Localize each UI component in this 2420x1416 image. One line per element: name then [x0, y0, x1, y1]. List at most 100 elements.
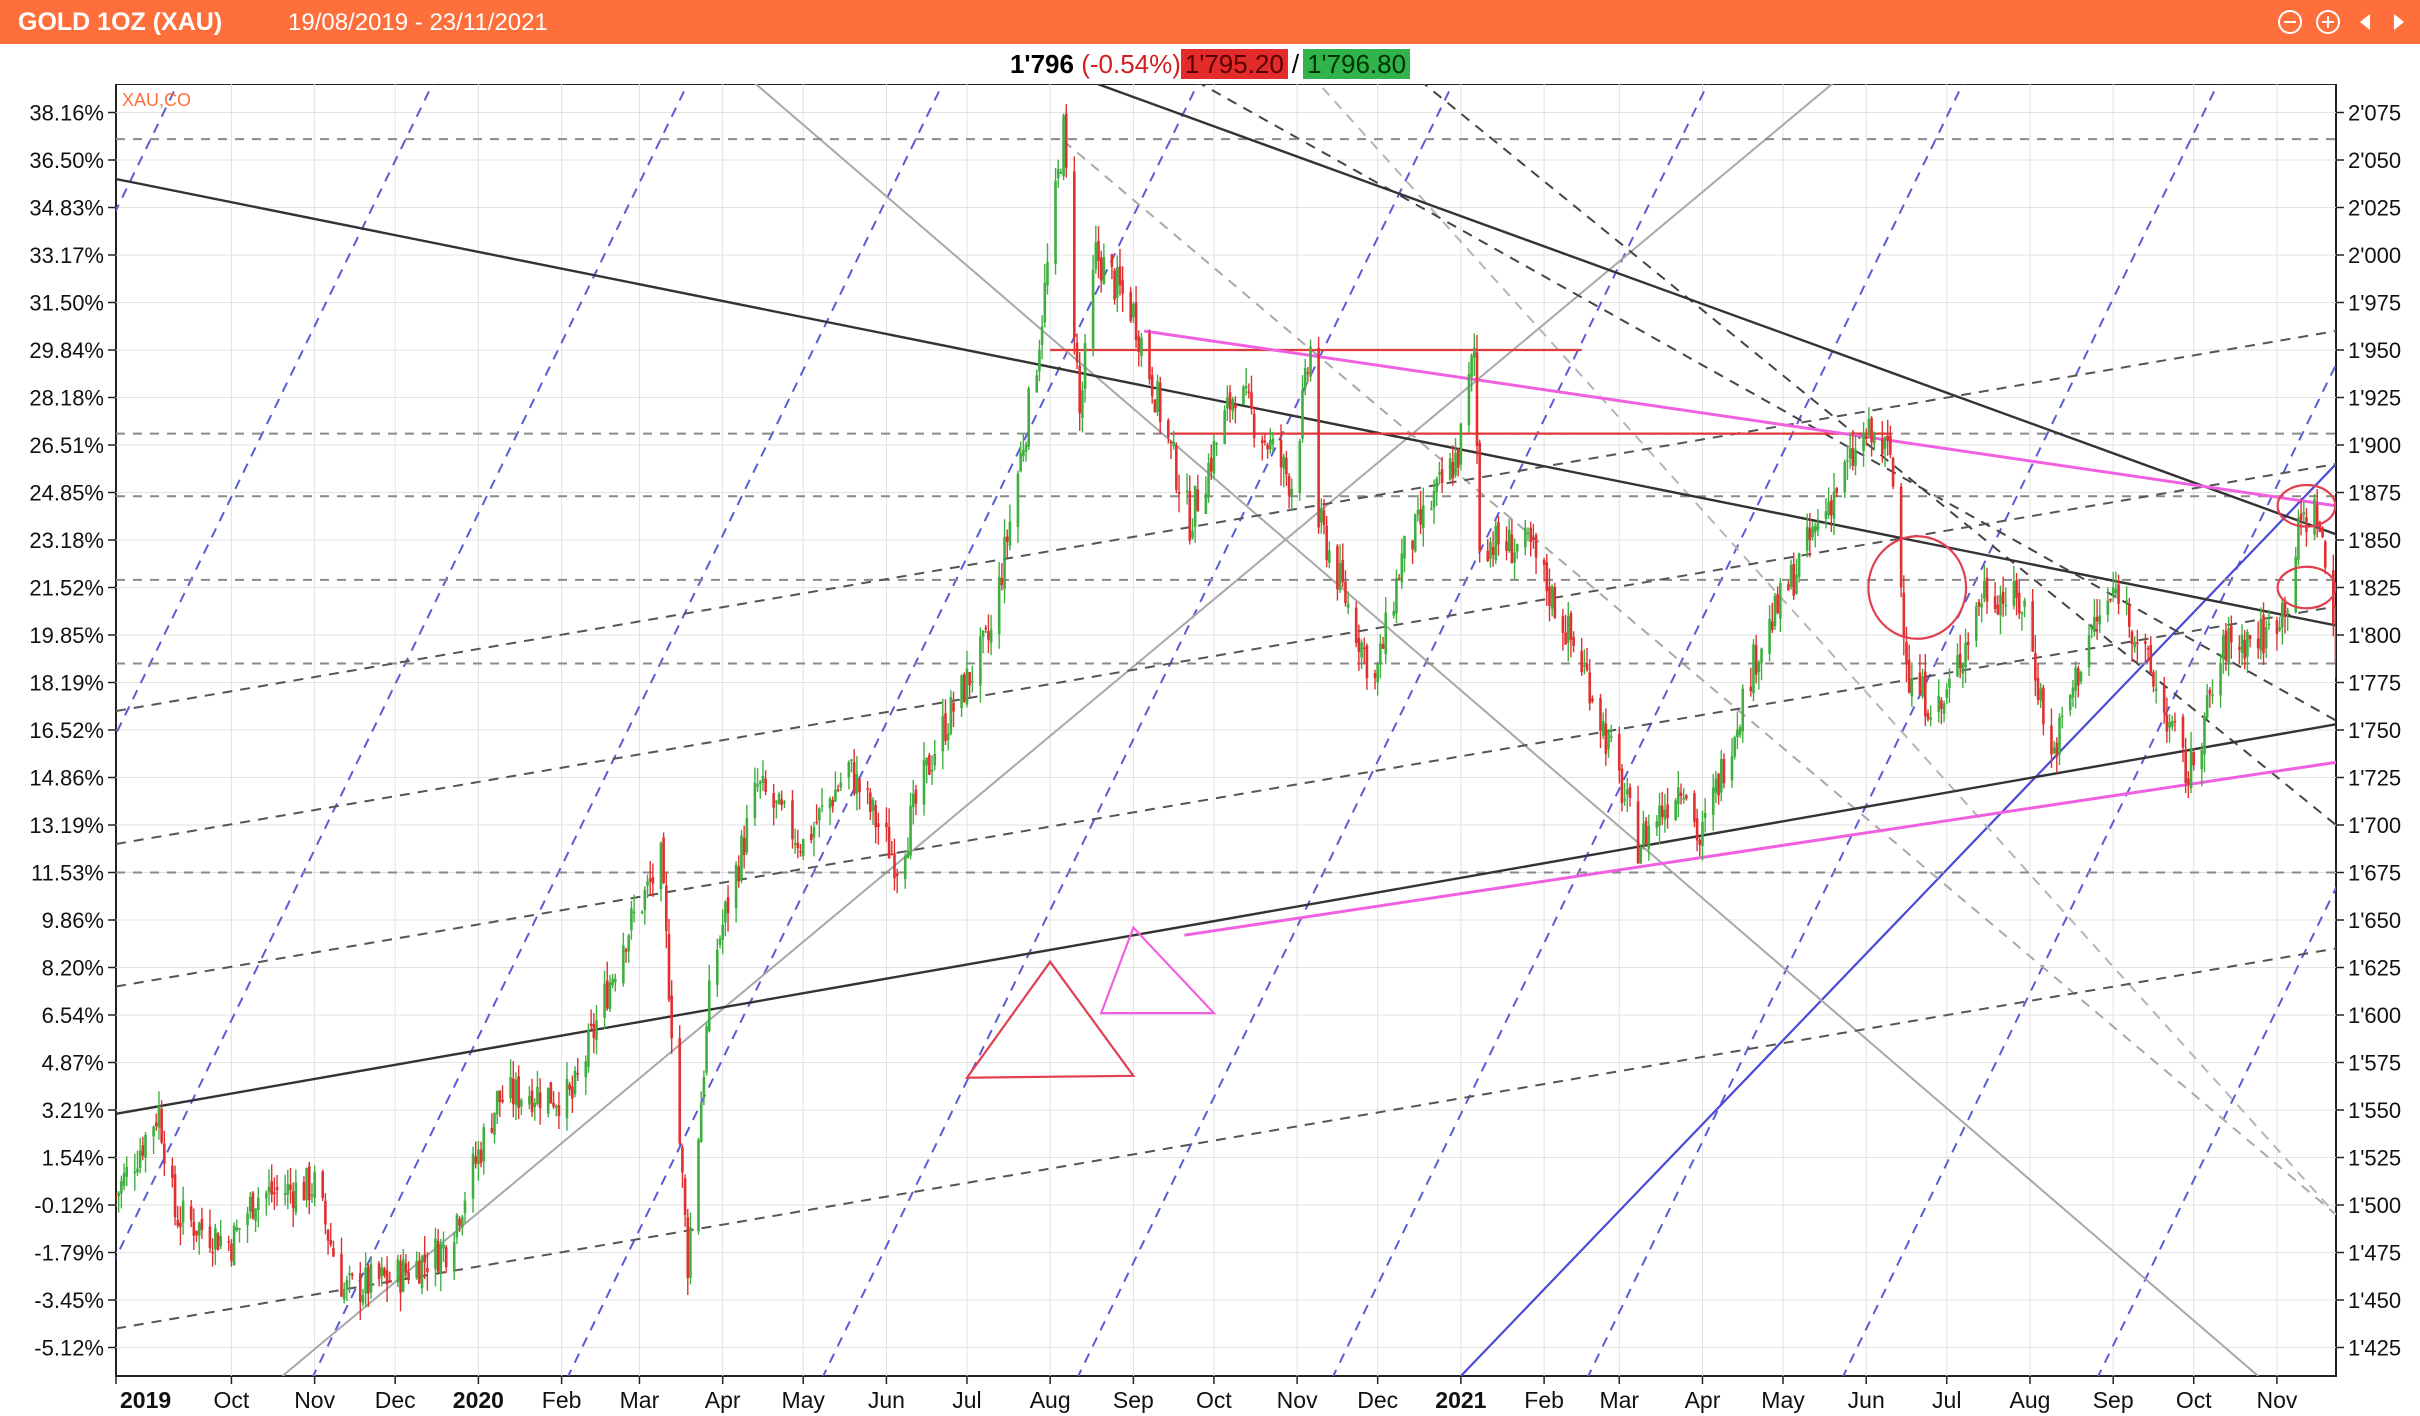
- candle-body: [962, 674, 966, 702]
- candle-body: [1964, 642, 1967, 668]
- candle-body: [1091, 269, 1095, 349]
- candle-body: [1864, 435, 1868, 439]
- candle-body: [742, 837, 746, 856]
- candle-body: [1008, 521, 1012, 546]
- candle-body: [256, 1197, 260, 1211]
- candle-body: [1642, 823, 1645, 846]
- right-tick-label: 1'600: [2348, 1003, 2401, 1028]
- candle-body: [1776, 594, 1779, 614]
- candle-body: [120, 1181, 123, 1194]
- x-tick-label: Jul: [952, 1387, 981, 1413]
- candle-body: [332, 1247, 335, 1257]
- zoom-in-icon[interactable]: [2314, 8, 2342, 36]
- candle-body: [1271, 438, 1275, 445]
- candle-body: [1040, 326, 1044, 345]
- right-tick-label: 1'950: [2348, 338, 2401, 363]
- candle-body: [1827, 501, 1830, 516]
- candle-body: [1419, 509, 1422, 525]
- candle-body: [1379, 643, 1382, 664]
- candle-body: [1666, 804, 1669, 818]
- candle-body: [1636, 801, 1640, 864]
- candle-body: [2090, 627, 2094, 630]
- candle-body: [1497, 522, 1500, 545]
- candle-body: [1510, 534, 1514, 564]
- candle-body: [383, 1268, 386, 1276]
- candle-body: [1062, 115, 1065, 177]
- candle-body: [116, 1194, 118, 1197]
- right-tick-label: 1'900: [2348, 433, 2401, 458]
- candle-body: [442, 1244, 445, 1249]
- candle-body: [697, 1139, 700, 1232]
- blue-channel-line: [822, 84, 1454, 1376]
- left-tick-label: 29.84%: [29, 338, 104, 363]
- candle-body: [775, 800, 778, 803]
- left-tick-label: 33.17%: [29, 243, 104, 268]
- candle-body: [1889, 435, 1892, 455]
- candle-body: [724, 902, 727, 923]
- candle-body: [1121, 280, 1124, 294]
- candle-body: [2111, 587, 2115, 596]
- candle-body: [1153, 399, 1157, 413]
- candle-body: [834, 789, 837, 802]
- candle-body: [952, 702, 955, 712]
- candle-body: [815, 821, 818, 824]
- candle-body: [2173, 720, 2177, 723]
- candle-body: [1805, 526, 1809, 551]
- candle-body: [1309, 346, 1312, 377]
- candle-body: [1019, 452, 1022, 472]
- candle-body: [200, 1218, 204, 1230]
- candle-body: [1717, 773, 1720, 796]
- candle-body: [1620, 768, 1624, 804]
- drawing-layer: [116, 84, 2336, 1376]
- candle-body: [592, 1023, 596, 1038]
- zoom-out-icon[interactable]: [2276, 8, 2304, 36]
- candle-body: [1945, 689, 1949, 698]
- candle-body: [1325, 525, 1328, 561]
- candle-body: [686, 1217, 690, 1278]
- candle-body: [329, 1239, 333, 1245]
- candle-body: [1591, 698, 1594, 702]
- candle-body: [254, 1208, 257, 1221]
- annotation-layer: [964, 483, 2336, 1079]
- candle-body: [1467, 374, 1471, 426]
- right-tick-label: 1'875: [2348, 481, 2401, 506]
- candle-body: [307, 1166, 311, 1201]
- candle-body: [2023, 600, 2026, 607]
- arrow-right-icon[interactable]: [2384, 8, 2412, 36]
- x-tick-label: Apr: [1685, 1387, 1721, 1413]
- gray-dash-line: [1317, 84, 2336, 1216]
- candle-body: [2318, 521, 2322, 533]
- candle-body: [1400, 553, 1404, 583]
- candle-body: [632, 911, 636, 914]
- bid-ask-separator: /: [1291, 49, 1300, 79]
- x-tick-label: Apr: [705, 1387, 741, 1413]
- dark-trend-line: [1094, 84, 2336, 536]
- candle-body: [1043, 282, 1047, 323]
- arrow-left-icon[interactable]: [2352, 8, 2380, 36]
- x-tick-label: Oct: [214, 1387, 250, 1413]
- candle-body: [1054, 181, 1057, 264]
- candle-body: [1881, 439, 1884, 455]
- candle-body: [1770, 621, 1774, 631]
- candle-body: [1486, 550, 1490, 561]
- candle-body: [313, 1172, 316, 1199]
- candle-body: [1961, 662, 1965, 674]
- candle-body: [2246, 631, 2249, 657]
- price-chart[interactable]: XAU,CO 38.16% 36.50% 34.83% 33.17% 31.50% 29.…: [0, 84, 2420, 1416]
- candle-body: [726, 897, 730, 914]
- left-tick-label: 31.50%: [29, 291, 104, 316]
- x-tick-label: Oct: [1196, 1387, 1232, 1413]
- candle-body: [1478, 442, 1481, 552]
- candle-body: [305, 1168, 308, 1201]
- candle-body: [1719, 759, 1723, 793]
- candle-body: [2203, 715, 2206, 755]
- candle-body: [1432, 490, 1436, 508]
- candle-body: [1346, 603, 1350, 608]
- blue-channel-line: [1077, 84, 1709, 1376]
- candle-body: [1566, 616, 1570, 643]
- candle-body: [163, 1143, 166, 1164]
- candle-body: [458, 1218, 461, 1226]
- candle-body: [1223, 410, 1226, 444]
- x-tick-label: Jul: [1932, 1387, 1961, 1413]
- candle-body: [699, 1102, 703, 1143]
